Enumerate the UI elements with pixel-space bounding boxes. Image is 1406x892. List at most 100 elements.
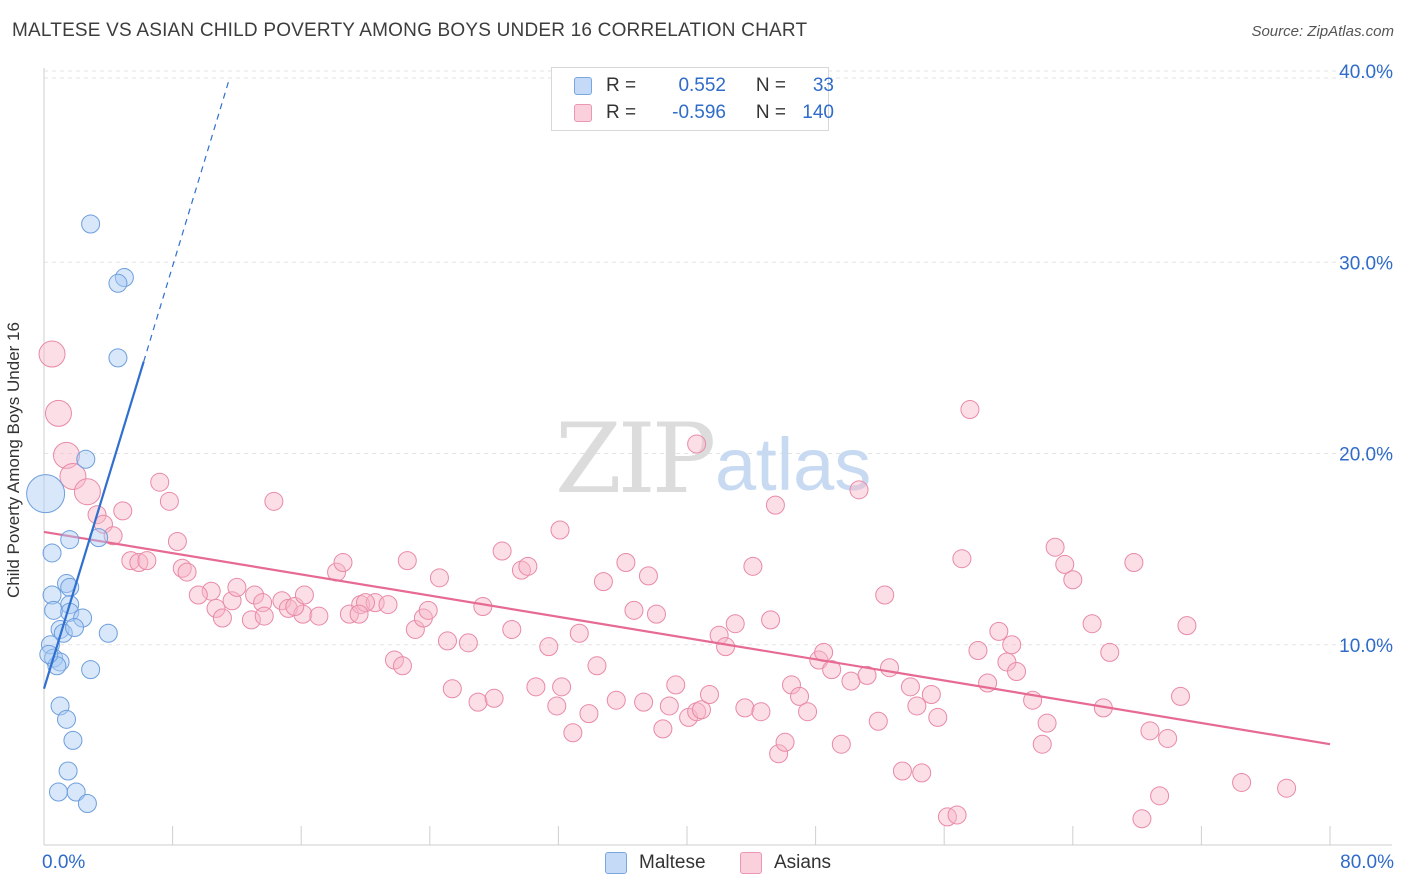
asians-point <box>700 684 720 704</box>
asians-point <box>113 501 133 521</box>
asians-point <box>397 551 417 571</box>
asians-point <box>1177 616 1197 636</box>
asians-point <box>293 604 313 624</box>
asians-point <box>1232 772 1252 792</box>
asians-point <box>875 585 895 605</box>
asians-point <box>579 704 599 724</box>
asians-point <box>781 675 801 695</box>
asians-point <box>150 472 170 492</box>
asians-point <box>947 805 967 825</box>
asians-point <box>743 556 763 576</box>
chart-title: MALTESE VS ASIAN CHILD POVERTY AMONG BOY… <box>12 20 808 41</box>
asians-point <box>1037 713 1057 733</box>
maltese-point <box>48 782 68 802</box>
asians-point <box>937 807 957 827</box>
watermark-zip: ZIP <box>555 403 714 515</box>
asians-point <box>1063 570 1083 590</box>
asians-point <box>892 761 912 781</box>
asians-point <box>831 734 851 754</box>
asians-point <box>309 606 329 626</box>
x-tick-label-max: 80.0% <box>1340 852 1394 873</box>
asians-point <box>569 623 589 643</box>
asians-point <box>392 656 412 676</box>
asians-point <box>912 763 932 783</box>
bottom-legend-label-asians: Asians <box>774 852 832 873</box>
asians-point <box>735 698 755 718</box>
asians-point <box>241 610 261 630</box>
legend-swatch-asians <box>574 104 592 122</box>
bottom-legend-asians: Asians <box>740 852 831 874</box>
asians-point <box>1082 614 1102 634</box>
asians-point <box>73 478 101 506</box>
asians-point <box>59 462 87 490</box>
asians-point <box>691 700 711 720</box>
asians-point <box>1132 809 1152 829</box>
maltese-point <box>81 214 101 234</box>
maltese-point <box>98 623 118 643</box>
asians-point <box>1002 635 1022 655</box>
asians-point <box>638 566 658 586</box>
asians-point <box>798 702 818 722</box>
asians-point <box>44 399 72 427</box>
legend-n-label: N = <box>755 75 786 96</box>
asians-point <box>103 526 123 546</box>
asians-point <box>634 692 654 712</box>
y-tick-label: 20.0% <box>1339 445 1393 466</box>
maltese-point <box>76 449 96 469</box>
asians-point <box>212 608 232 628</box>
legend-n-value: 140 <box>802 102 834 123</box>
legend-r-value: 0.552 <box>678 75 726 96</box>
asians-point <box>227 577 247 597</box>
asians-point <box>989 621 1009 641</box>
asians-point <box>1007 662 1027 682</box>
maltese-point <box>65 618 85 638</box>
y-tick-label: 10.0% <box>1339 636 1393 657</box>
maltese-point <box>77 793 97 813</box>
asians-point <box>294 585 314 605</box>
asians-point <box>997 652 1017 672</box>
asians-point <box>928 707 948 727</box>
asians-point <box>751 702 771 722</box>
asians-point <box>849 480 869 500</box>
correlation-legend: R = 0.552 N = 33 R = -0.596 N = 140 <box>551 67 834 131</box>
asians-point <box>725 614 745 634</box>
asians-point <box>1100 642 1120 662</box>
asians-point <box>765 495 785 515</box>
maltese-point <box>58 761 78 781</box>
legend-row-asians: R = -0.596 N = 140 <box>574 101 834 125</box>
asians-point <box>201 581 221 601</box>
maltese-point <box>42 543 62 563</box>
axes <box>43 68 1392 846</box>
asians-point <box>437 631 457 651</box>
maltese-point <box>108 273 128 293</box>
asians-point <box>129 553 149 573</box>
source-credit: Source: ZipAtlas.com <box>1251 23 1394 40</box>
asians-point <box>822 660 842 680</box>
asians-point <box>790 686 810 706</box>
asians-point <box>624 600 644 620</box>
asians-point <box>254 606 274 626</box>
asians-point <box>666 675 686 695</box>
y-tick-label: 30.0% <box>1339 253 1393 274</box>
asians-point <box>775 732 795 752</box>
asians-point <box>1045 537 1065 557</box>
y-tick-labels: 10.0% 20.0% 30.0% 40.0% <box>1339 62 1393 657</box>
asians-point <box>272 591 292 611</box>
y-axis-label: Child Poverty Among Boys Under 16 <box>4 322 23 598</box>
maltese-point <box>57 709 77 729</box>
watermark: ZIP atlas <box>555 403 871 515</box>
legend-r-label: R = <box>606 75 637 96</box>
asians-point <box>442 679 462 699</box>
asians-point <box>188 585 208 605</box>
asians-point <box>177 562 197 582</box>
asians-point <box>716 637 736 657</box>
asians-point <box>518 556 538 576</box>
asians-point <box>1032 734 1052 754</box>
asians-point <box>38 340 66 368</box>
asians-point <box>616 553 636 573</box>
maltese-point <box>26 474 66 514</box>
asians-point <box>857 665 877 685</box>
asians-points <box>38 340 1331 829</box>
asians-point <box>492 541 512 561</box>
